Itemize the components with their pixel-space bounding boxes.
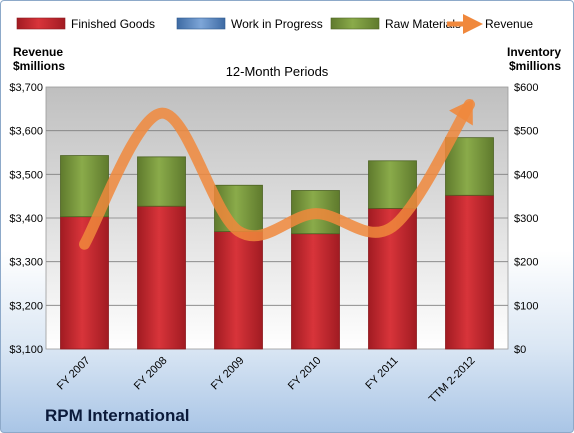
company-name: RPM International <box>45 406 190 425</box>
left-tick-label: $3,600 <box>9 126 43 138</box>
left-tick-label: $3,500 <box>9 169 43 181</box>
left-axis-title-line-2: $millions <box>13 59 65 73</box>
revenue-line <box>79 98 475 250</box>
legend-swatch-work-in-progress <box>176 17 226 30</box>
left-axis-title-line-1: Revenue <box>13 45 63 59</box>
legend-swatch-raw-materials <box>330 17 380 30</box>
x-axis-ticks: FY 2007 FY 2008 FY 2009 FY 2010 FY 2011 TTM 2… <box>55 355 478 406</box>
legend: Finished Goods Work in Progress Raw Mate… <box>16 14 533 34</box>
legend-label-finished-goods: Finished Goods <box>71 17 155 31</box>
bar-finished-goods <box>214 231 263 350</box>
legend-label-work-in-progress: Work in Progress <box>231 17 323 31</box>
right-tick-label: $500 <box>514 126 538 138</box>
left-tick-label: $3,100 <box>9 344 43 356</box>
chart-title: 12-Month Periods <box>226 64 329 79</box>
bars <box>60 137 494 350</box>
revenue-line-path <box>79 98 475 250</box>
legend-label-revenue: Revenue <box>485 17 533 31</box>
right-tick-label: $400 <box>514 169 538 181</box>
legend-swatch-finished-goods <box>16 17 66 30</box>
right-tick-label: $600 <box>514 82 538 94</box>
x-tick-label: FY 2009 <box>209 355 247 393</box>
x-tick-label: FY 2008 <box>132 355 170 393</box>
left-axis-ticks: $3,100 $3,200 $3,300 $3,400 $3,500 $3,600 $3,7… <box>9 82 43 356</box>
x-tick-label: FY 2011 <box>363 355 400 392</box>
legend-item-revenue: Revenue <box>447 14 533 34</box>
legend-label-raw-materials: Raw Materials <box>385 17 461 31</box>
left-tick-label: $3,700 <box>9 82 43 94</box>
right-axis-title-line-2: $millions <box>509 59 561 73</box>
right-axis-title-line-1: Inventory <box>507 45 561 59</box>
bar-finished-goods <box>445 194 494 350</box>
x-tick-label: FY 2007 <box>55 355 93 393</box>
right-tick-label: $300 <box>514 213 538 225</box>
x-tick-label: TTM 2-2012 <box>427 355 478 406</box>
x-tick-label: FY 2010 <box>286 355 324 393</box>
left-tick-label: $3,200 <box>9 300 43 312</box>
legend-item-work-in-progress: Work in Progress <box>176 17 323 31</box>
left-tick-label: $3,400 <box>9 213 43 225</box>
right-tick-label: $0 <box>514 344 526 356</box>
right-axis-ticks: $0 $100 $200 $300 $400 $500 $600 <box>514 82 538 356</box>
bar-finished-goods <box>291 233 340 350</box>
left-tick-label: $3,300 <box>9 257 43 269</box>
right-tick-label: $100 <box>514 300 538 312</box>
legend-item-raw-materials: Raw Materials <box>330 17 461 31</box>
bar-finished-goods <box>137 205 186 350</box>
bar-raw-materials <box>445 137 494 196</box>
legend-item-finished-goods: Finished Goods <box>16 17 155 31</box>
revenue-arrowhead <box>449 99 473 126</box>
bar-raw-materials <box>137 156 186 207</box>
bar-raw-materials <box>214 184 263 232</box>
right-tick-label: $200 <box>514 257 538 269</box>
